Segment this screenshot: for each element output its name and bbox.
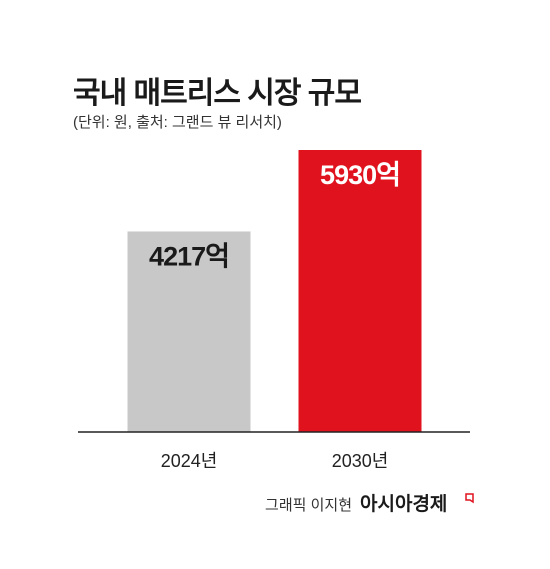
x-tick-label: 2024년 bbox=[161, 451, 218, 471]
chart-subtitle: (단위: 원, 출처: 그랜드 뷰 리서치) bbox=[73, 114, 282, 131]
value-label: 5930억 bbox=[320, 160, 400, 190]
chart-title: 국내 매트리스 시장 규모 bbox=[73, 77, 361, 110]
bar bbox=[127, 231, 251, 432]
logo-icon bbox=[465, 493, 474, 504]
value-label: 4217억 bbox=[149, 242, 229, 272]
bar bbox=[298, 150, 422, 432]
credit: 그래픽 이지현 bbox=[265, 497, 352, 514]
x-tick-label: 2030년 bbox=[332, 451, 389, 471]
source: 아시아경제 bbox=[360, 493, 447, 515]
